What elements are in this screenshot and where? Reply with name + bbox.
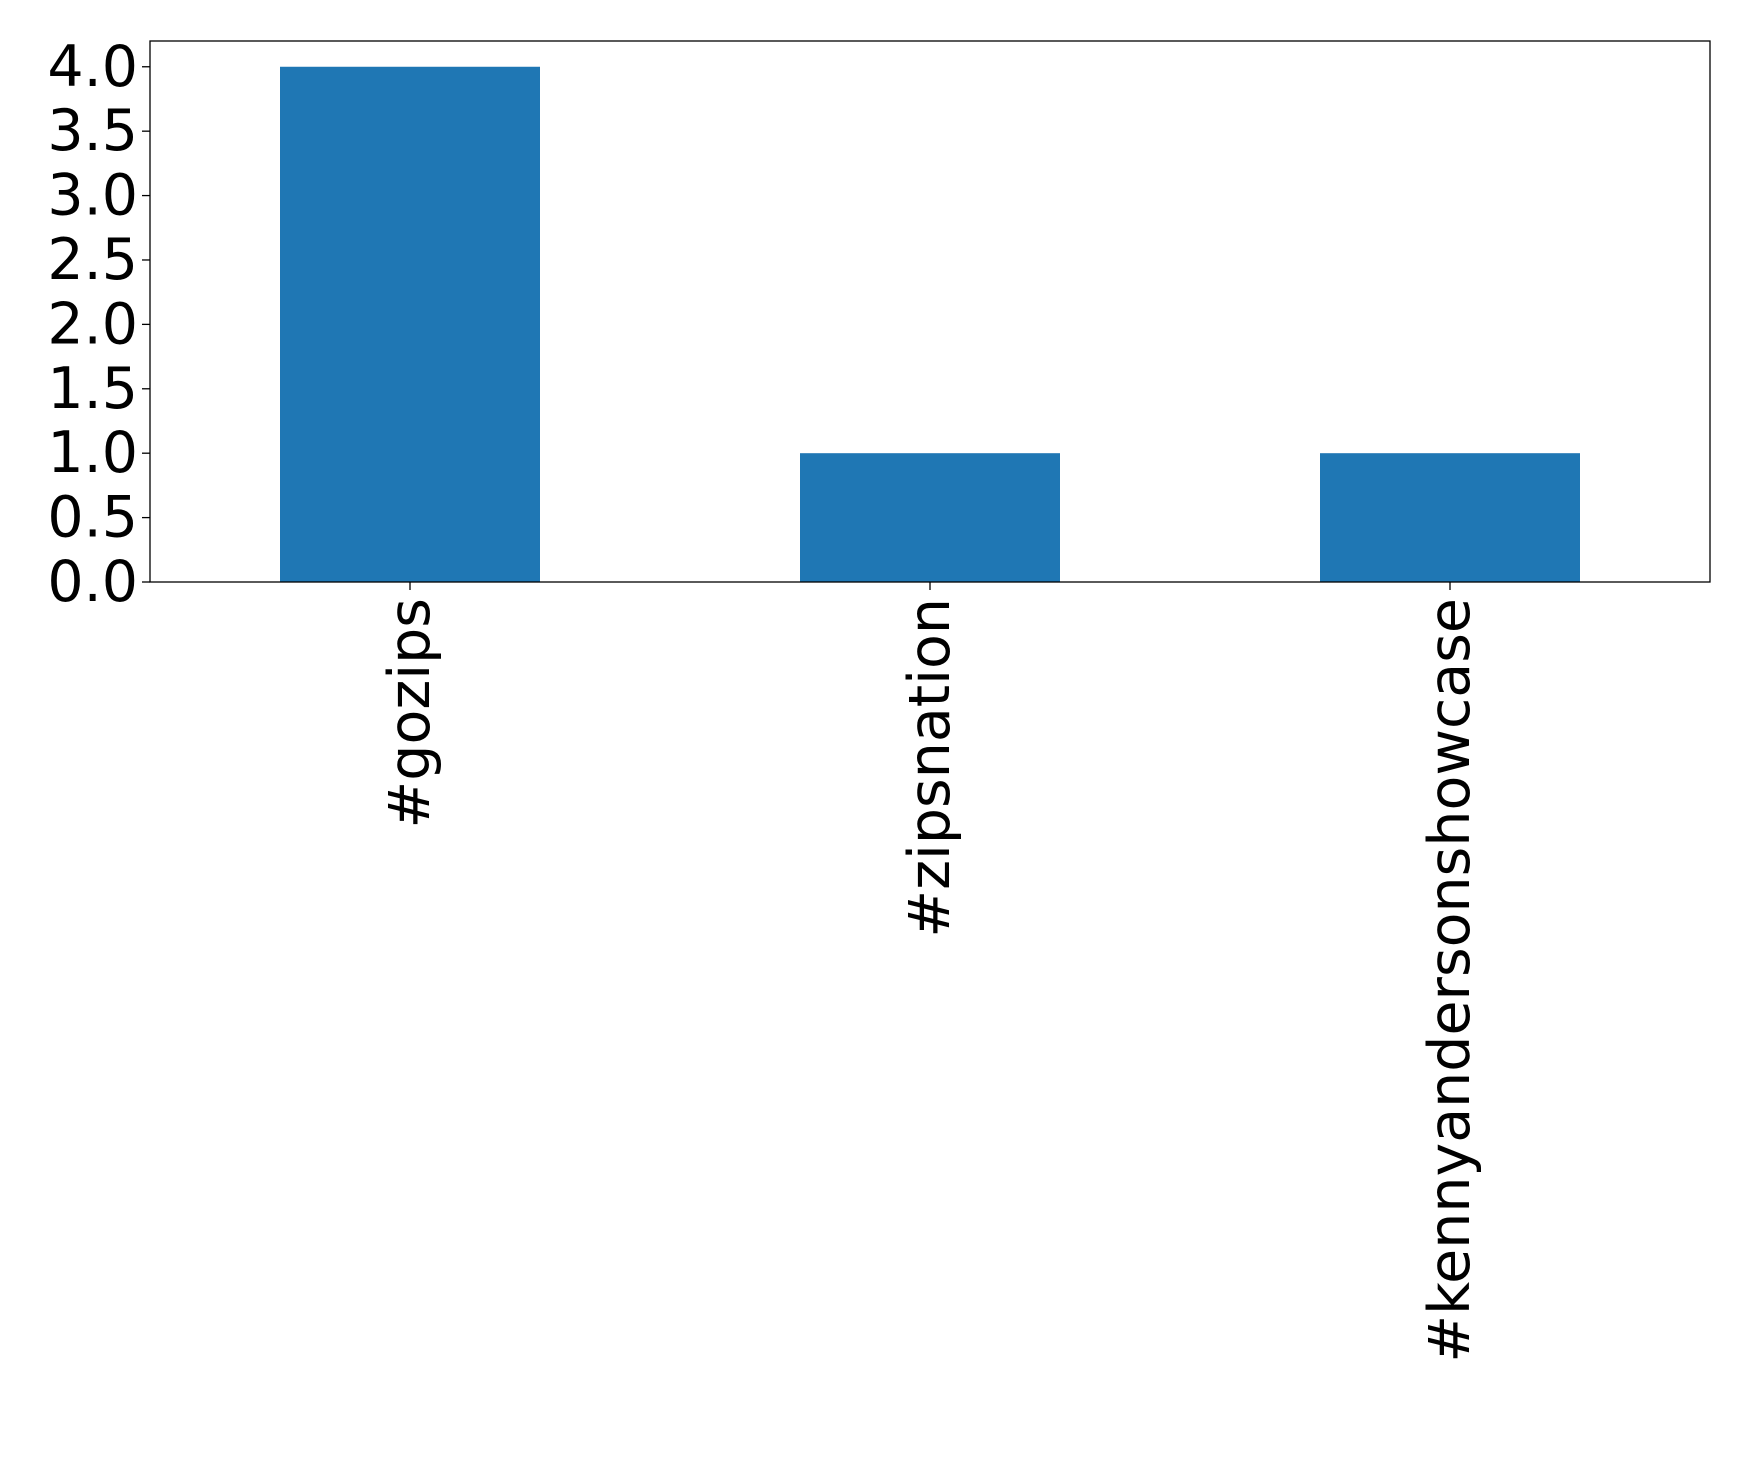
x-tick-label-1: #zipsnation — [897, 598, 963, 938]
x-axis: #gozips #zipsnation #kennyandersonshowcase — [377, 582, 1483, 1363]
bar-2 — [1320, 453, 1580, 582]
x-tick-label-2: #kennyandersonshowcase — [1417, 598, 1483, 1363]
y-axis: 0.00.51.01.52.02.53.03.54.0 — [47, 34, 150, 615]
bar-0 — [280, 66, 540, 582]
y-tick-label-0: 0.0 — [47, 549, 138, 615]
bars-group — [280, 66, 1580, 582]
y-tick-label-7: 3.5 — [47, 98, 138, 164]
y-tick-label-1: 0.5 — [47, 485, 138, 551]
y-tick-label-8: 4.0 — [47, 34, 138, 100]
x-tick-label-0: #gozips — [377, 598, 443, 828]
y-tick-label-6: 3.0 — [47, 163, 138, 229]
y-tick-label-2: 1.0 — [47, 420, 138, 486]
bar-1 — [800, 453, 1060, 582]
y-tick-label-3: 1.5 — [47, 356, 138, 422]
y-tick-label-5: 2.5 — [47, 227, 138, 293]
axes-frame — [149, 40, 1711, 583]
y-tick-label-4: 2.0 — [47, 291, 138, 357]
